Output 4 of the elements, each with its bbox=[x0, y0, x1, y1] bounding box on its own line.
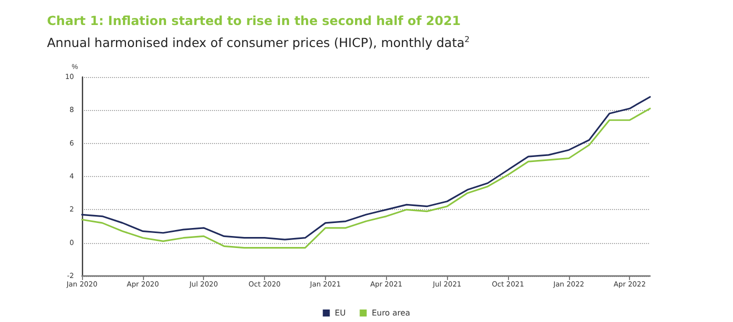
legend-label: EU bbox=[334, 308, 346, 318]
legend-label: Euro area bbox=[372, 308, 410, 318]
chart-subtitle: Annual harmonised index of consumer prices (HICP), monthly data$^{2}$ bbox=[47, 35, 470, 50]
chart-title: Chart 1: Inflation started to rise in the second half of 2021 bbox=[47, 13, 461, 28]
